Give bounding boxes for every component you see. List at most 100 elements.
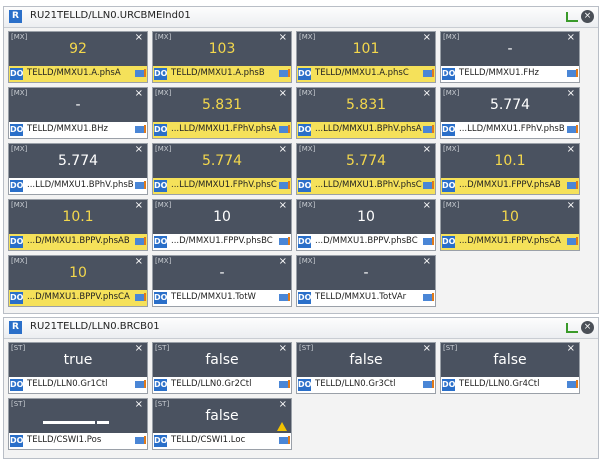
close-tile-button[interactable]: × <box>278 88 287 99</box>
tile-value: 5.774 <box>57 153 99 169</box>
data-tile[interactable]: [ST] × false DO TELLD/CSWI1.Loc <box>152 398 292 450</box>
data-tile[interactable]: [MX] × 10 DO ...D/MMXU1.BPPV.phsBC <box>296 199 436 251</box>
tile-action-icon <box>144 293 146 301</box>
close-tile-button[interactable]: × <box>278 200 287 211</box>
tile-action-icon[interactable] <box>135 437 144 444</box>
data-tile[interactable]: [MX] × 5.774 DO ...LLD/MMXU1.BPhV.phsC <box>296 143 436 195</box>
tile-action-icon[interactable] <box>279 437 288 444</box>
panel: R RU21TELLD/LLN0.URCBMEInd01 × [MX] × 92 DO TEL… <box>3 6 599 314</box>
data-tile[interactable]: [MX] × - DO TELLD/MMXU1.TotW <box>152 255 292 307</box>
tile-action-icon[interactable] <box>279 182 288 189</box>
close-tile-button[interactable]: × <box>422 88 431 99</box>
close-tile-button[interactable]: × <box>134 200 143 211</box>
close-tile-button[interactable]: × <box>134 144 143 155</box>
data-tile[interactable]: [MX] × 92 DO TELLD/MMXU1.A.phsA <box>8 31 148 83</box>
close-tile-button[interactable]: × <box>422 32 431 43</box>
tile-footer: DO TELLD/MMXU1.A.phsA <box>9 66 147 82</box>
close-panel-button[interactable]: × <box>581 321 594 334</box>
tile-action-icon[interactable] <box>279 126 288 133</box>
data-tile[interactable]: [ST] × false DO TELLD/LLN0.Gr2Ctl <box>152 342 292 394</box>
close-tile-button[interactable]: × <box>278 32 287 43</box>
close-tile-button[interactable]: × <box>134 32 143 43</box>
tile-action-icon[interactable] <box>423 381 432 388</box>
data-tile[interactable]: [MX] × - DO TELLD/MMXU1.BHz <box>8 87 148 139</box>
tile-action-icon[interactable] <box>567 126 576 133</box>
tile-tag: [MX] <box>443 201 460 209</box>
close-tile-button[interactable]: × <box>278 399 287 410</box>
confirm-button[interactable] <box>566 12 578 22</box>
close-tile-button[interactable]: × <box>566 144 575 155</box>
tile-path: TELLD/CSWI1.Pos <box>27 435 102 445</box>
tile-action-icon[interactable] <box>423 126 432 133</box>
data-tile[interactable]: [MX] × - DO TELLD/MMXU1.TotVAr <box>296 255 436 307</box>
tile-action-icon[interactable] <box>279 70 288 77</box>
data-tile[interactable]: [ST] × DO TELLD/CSWI1.Pos <box>8 398 148 450</box>
tile-action-icon[interactable] <box>423 70 432 77</box>
position-indicator <box>97 421 109 424</box>
close-tile-button[interactable]: × <box>134 88 143 99</box>
close-tile-button[interactable]: × <box>422 144 431 155</box>
tile-action-icon[interactable] <box>423 182 432 189</box>
data-tile[interactable]: [MX] × 10 DO ...D/MMXU1.FPPV.phsCA <box>440 199 580 251</box>
data-tile[interactable]: [MX] × 10.1 DO ...D/MMXU1.FPPV.phsAB <box>440 143 580 195</box>
tile-value: - <box>507 41 513 57</box>
tile-action-icon[interactable] <box>135 294 144 301</box>
tile-value: 10 <box>213 209 231 225</box>
close-tile-button[interactable]: × <box>278 256 287 267</box>
tile-action-icon[interactable] <box>279 238 288 245</box>
close-tile-button[interactable]: × <box>278 343 287 354</box>
data-tile[interactable]: [MX] × 10.1 DO ...D/MMXU1.BPPV.phsAB <box>8 199 148 251</box>
tile-action-icon[interactable] <box>279 294 288 301</box>
tile-action-icon[interactable] <box>135 182 144 189</box>
tile-action-icon[interactable] <box>567 70 576 77</box>
tile-tag: [ST] <box>155 400 170 408</box>
close-tile-button[interactable]: × <box>422 200 431 211</box>
close-tile-button[interactable]: × <box>422 256 431 267</box>
data-tile[interactable]: [ST] × true DO TELLD/LLN0.Gr1Ctl <box>8 342 148 394</box>
close-tile-button[interactable]: × <box>134 343 143 354</box>
tile-footer: DO TELLD/CSWI1.Loc <box>153 433 291 449</box>
data-tile[interactable]: [MX] × 101 DO TELLD/MMXU1.A.phsC <box>296 31 436 83</box>
tile-path: TELLD/LLN0.Gr1Ctl <box>27 379 108 389</box>
do-badge: DO <box>298 180 312 192</box>
data-tile[interactable]: [MX] × 5.774 DO ...LLD/MMXU1.FPhV.phsC <box>152 143 292 195</box>
tile-footer: DO TELLD/MMXU1.BHz <box>9 122 147 138</box>
tile-action-icon[interactable] <box>567 182 576 189</box>
data-tile[interactable]: [MX] × - DO TELLD/MMXU1.FHz <box>440 31 580 83</box>
tile-action-icon[interactable] <box>135 126 144 133</box>
tile-action-icon[interactable] <box>135 70 144 77</box>
data-tile[interactable]: [ST] × false DO TELLD/LLN0.Gr4Ctl <box>440 342 580 394</box>
tile-action-icon[interactable] <box>135 381 144 388</box>
data-tile[interactable]: [MX] × 5.774 DO ...LLD/MMXU1.BPhV.phsB <box>8 143 148 195</box>
data-tile[interactable]: [MX] × 103 DO TELLD/MMXU1.A.phsB <box>152 31 292 83</box>
close-tile-button[interactable]: × <box>278 144 287 155</box>
tile-path: ...D/MMXU1.BPPV.phsBC <box>315 236 418 246</box>
close-tile-button[interactable]: × <box>566 200 575 211</box>
tile-path: TELLD/LLN0.Gr2Ctl <box>171 379 252 389</box>
tile-action-icon <box>288 293 290 301</box>
data-tile[interactable]: [MX] × 5.774 DO ...LLD/MMXU1.FPhV.phsB <box>440 87 580 139</box>
close-tile-button[interactable]: × <box>566 88 575 99</box>
tile-action-icon[interactable] <box>423 238 432 245</box>
tile-action-icon[interactable] <box>423 294 432 301</box>
close-tile-button[interactable]: × <box>134 256 143 267</box>
tile-action-icon <box>432 237 434 245</box>
tile-action-icon[interactable] <box>135 238 144 245</box>
tile-value: 5.774 <box>345 153 387 169</box>
data-tile[interactable]: [MX] × 5.831 DO ...LLD/MMXU1.FPhV.phsA <box>152 87 292 139</box>
tile-action-icon[interactable] <box>567 238 576 245</box>
close-tile-button[interactable]: × <box>566 343 575 354</box>
data-tile[interactable]: [MX] × 10 DO ...D/MMXU1.FPPV.phsBC <box>152 199 292 251</box>
do-badge: DO <box>154 379 168 391</box>
data-tile[interactable]: [ST] × false DO TELLD/LLN0.Gr3Ctl <box>296 342 436 394</box>
close-tile-button[interactable]: × <box>566 32 575 43</box>
confirm-button[interactable] <box>566 323 578 333</box>
tile-action-icon[interactable] <box>567 381 576 388</box>
data-tile[interactable]: [MX] × 10 DO ...D/MMXU1.BPPV.phsCA <box>8 255 148 307</box>
close-panel-button[interactable]: × <box>581 10 594 23</box>
data-tile[interactable]: [MX] × 5.831 DO ...LLD/MMXU1.BPhV.phsA <box>296 87 436 139</box>
close-tile-button[interactable]: × <box>422 343 431 354</box>
panel-title: RU21TELLD/LLN0.URCBMEInd01 <box>30 10 191 21</box>
close-tile-button[interactable]: × <box>134 399 143 410</box>
tile-action-icon[interactable] <box>279 381 288 388</box>
